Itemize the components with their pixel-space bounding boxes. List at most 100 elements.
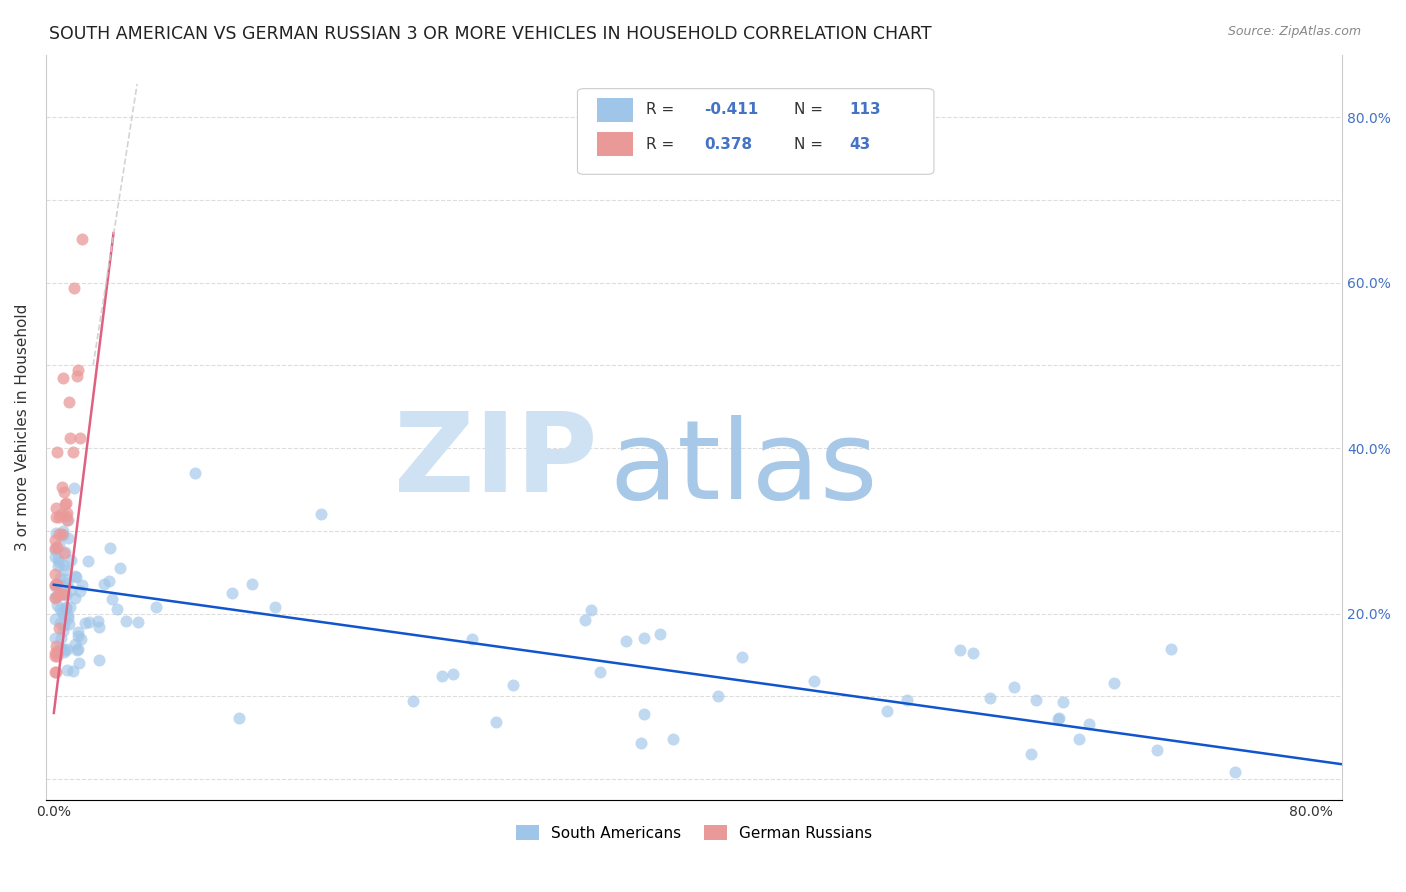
Point — [55, 588, 77, 602]
Point — [51, 508, 73, 522]
Point — [52, 624, 75, 638]
Text: 0.378: 0.378 — [704, 136, 752, 152]
Point — [1225, 765, 1247, 780]
Point — [648, 626, 671, 640]
Point — [53, 497, 76, 511]
Point — [67, 656, 90, 670]
Point — [1002, 680, 1025, 694]
Point — [589, 665, 612, 679]
Point — [44, 567, 66, 582]
Point — [48, 555, 70, 569]
Point — [44, 578, 66, 592]
Text: 43: 43 — [849, 136, 870, 152]
FancyBboxPatch shape — [598, 132, 633, 156]
Point — [87, 619, 110, 633]
Point — [876, 704, 898, 718]
Point — [633, 707, 655, 722]
Point — [53, 643, 76, 657]
Point — [59, 600, 82, 615]
Point — [803, 674, 825, 689]
Point — [59, 431, 82, 445]
Point — [1021, 747, 1043, 762]
Point — [55, 545, 77, 559]
Point — [45, 540, 67, 554]
Text: R =: R = — [647, 136, 679, 152]
Point — [46, 643, 69, 657]
Point — [55, 601, 77, 615]
Point — [44, 541, 66, 555]
Point — [52, 607, 75, 622]
Point — [87, 614, 110, 628]
Point — [62, 664, 84, 678]
Point — [45, 577, 67, 591]
Point — [105, 602, 128, 616]
Point — [72, 578, 94, 592]
Point — [45, 645, 67, 659]
Point — [56, 506, 79, 520]
Point — [52, 587, 75, 601]
Point — [1047, 712, 1070, 726]
Point — [45, 639, 67, 653]
Point — [46, 552, 69, 566]
Point — [56, 576, 79, 591]
Point — [45, 665, 67, 679]
Point — [56, 513, 79, 527]
Point — [44, 648, 66, 663]
Point — [56, 513, 79, 527]
Point — [432, 669, 454, 683]
Point — [1160, 641, 1182, 656]
Point — [53, 617, 76, 632]
Y-axis label: 3 or more Vehicles in Household: 3 or more Vehicles in Household — [15, 304, 30, 551]
Point — [1102, 676, 1125, 690]
Text: -0.411: -0.411 — [704, 103, 759, 118]
Point — [228, 711, 250, 725]
Text: SOUTH AMERICAN VS GERMAN RUSSIAN 3 OR MORE VEHICLES IN HOUSEHOLD CORRELATION CHA: SOUTH AMERICAN VS GERMAN RUSSIAN 3 OR MO… — [49, 25, 932, 43]
Point — [79, 615, 101, 629]
Point — [73, 615, 96, 630]
Point — [52, 546, 75, 560]
Point — [101, 592, 124, 607]
Point — [58, 395, 80, 409]
Point — [63, 637, 86, 651]
Point — [67, 363, 90, 377]
Point — [60, 583, 83, 598]
Point — [52, 558, 75, 572]
Point — [55, 508, 77, 523]
Text: 113: 113 — [849, 103, 882, 118]
Point — [896, 692, 918, 706]
Point — [66, 368, 89, 383]
Point — [46, 577, 69, 591]
Point — [69, 431, 91, 445]
Point — [661, 732, 683, 747]
Point — [461, 632, 484, 647]
Point — [52, 371, 75, 385]
Point — [55, 495, 77, 509]
Point — [45, 598, 67, 612]
Point — [65, 570, 87, 584]
Point — [48, 571, 70, 585]
Point — [69, 583, 91, 598]
Point — [184, 466, 207, 480]
Point — [49, 616, 72, 631]
Point — [485, 714, 508, 729]
Point — [45, 526, 67, 541]
Point — [1052, 695, 1074, 709]
Point — [221, 586, 243, 600]
Point — [48, 527, 70, 541]
Point — [65, 591, 87, 606]
Point — [44, 549, 66, 564]
Point — [56, 531, 79, 545]
Point — [309, 508, 332, 522]
Text: Source: ZipAtlas.com: Source: ZipAtlas.com — [1227, 25, 1361, 38]
Point — [55, 600, 77, 615]
Point — [49, 602, 72, 616]
Point — [63, 481, 86, 495]
Point — [55, 663, 77, 677]
Point — [59, 553, 82, 567]
Point — [52, 528, 75, 542]
Point — [98, 541, 121, 556]
FancyBboxPatch shape — [578, 88, 934, 174]
Point — [1077, 717, 1099, 731]
Point — [48, 559, 70, 574]
Point — [58, 611, 80, 625]
